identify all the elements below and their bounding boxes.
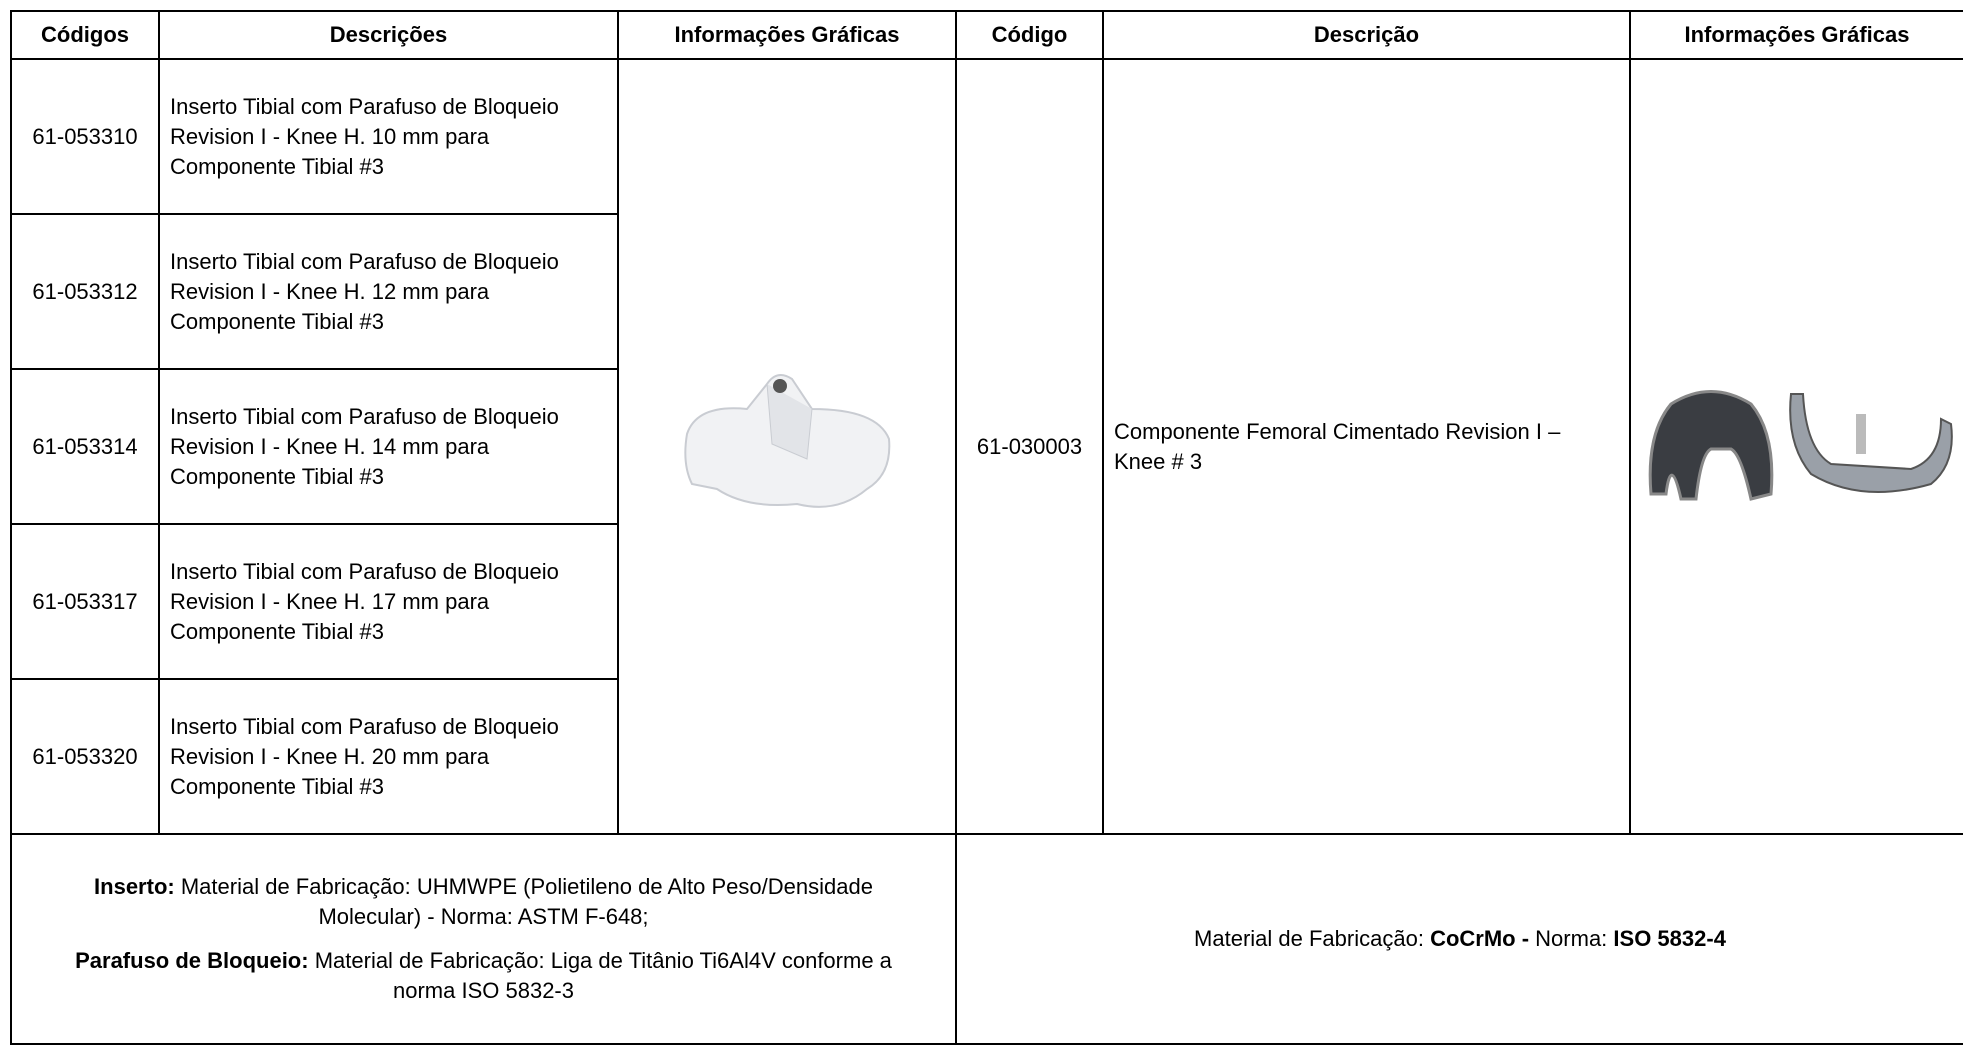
femoral-image (1648, 389, 1953, 501)
row: 61-053312 Inserto Tibial com Parafuso de… (10, 213, 1963, 370)
note-label: Parafuso de Bloqueio: (75, 948, 309, 973)
footer-left: Inserto: Material de Fabricação: UHMWPE … (10, 833, 957, 1045)
note: Parafuso de Bloqueio: Material de Fabric… (52, 946, 915, 1006)
image-cell (1629, 58, 1963, 835)
description: Inserto Tibial com Parafuso de Bloqueio … (158, 523, 619, 680)
description: Componente Femoral Cimentado Revision I … (1102, 58, 1631, 835)
insert-image (684, 373, 891, 508)
code: 61-053317 (10, 523, 160, 680)
header-cell: Códigos (10, 10, 160, 60)
product-table: Códigos Descrições Informações Gráficas … (10, 10, 1963, 1045)
code: 61-053312 (10, 213, 160, 370)
footer-row: Inserto: Material de Fabricação: UHMWPE … (10, 833, 1963, 1045)
note-text: Material de Fabricação: UHMWPE (Polietil… (180, 874, 873, 929)
row: 61-053317 Inserto Tibial com Parafuso de… (10, 523, 1963, 680)
header-cell: Descrição (1102, 10, 1631, 60)
header-cell: Informações Gráficas (617, 10, 957, 60)
header-cell: Código (955, 10, 1104, 60)
description: Inserto Tibial com Parafuso de Bloqueio … (158, 678, 619, 835)
description: Inserto Tibial com Parafuso de Bloqueio … (158, 58, 619, 215)
code: 61-053310 (10, 58, 160, 215)
header-cell: Informações Gráficas (1629, 10, 1963, 60)
description: Inserto Tibial com Parafuso de Bloqueio … (158, 213, 619, 370)
note: Inserto: Material de Fabricação: UHMWPE … (52, 872, 915, 932)
note-text: Material de Fabricação: Liga de Titânio … (314, 948, 892, 1003)
image-cell (617, 58, 957, 835)
row: 61-053314 Inserto Tibial com Parafuso de… (10, 368, 1963, 525)
header-cell: Descrições (158, 10, 619, 60)
description: Inserto Tibial com Parafuso de Bloqueio … (158, 368, 619, 525)
footer-right: Material de Fabricação: CoCrMo - Norma: … (955, 833, 1963, 1045)
code: 61-053320 (10, 678, 160, 835)
note-text: Norma: (1535, 926, 1608, 951)
note-label: CoCrMo - (1430, 926, 1530, 951)
note-label: ISO 5832-4 (1613, 926, 1726, 951)
note-text: Material de Fabricação: (1194, 926, 1424, 951)
row: 61-053320 Inserto Tibial com Parafuso de… (10, 678, 1963, 835)
row: 61-053310 Inserto Tibial com Parafuso de… (10, 58, 1963, 835)
code: 61-053314 (10, 368, 160, 525)
note-label: Inserto: (94, 874, 175, 899)
code: 61-030003 (955, 58, 1104, 835)
header-row: Códigos Descrições Informações Gráficas … (10, 10, 1963, 60)
